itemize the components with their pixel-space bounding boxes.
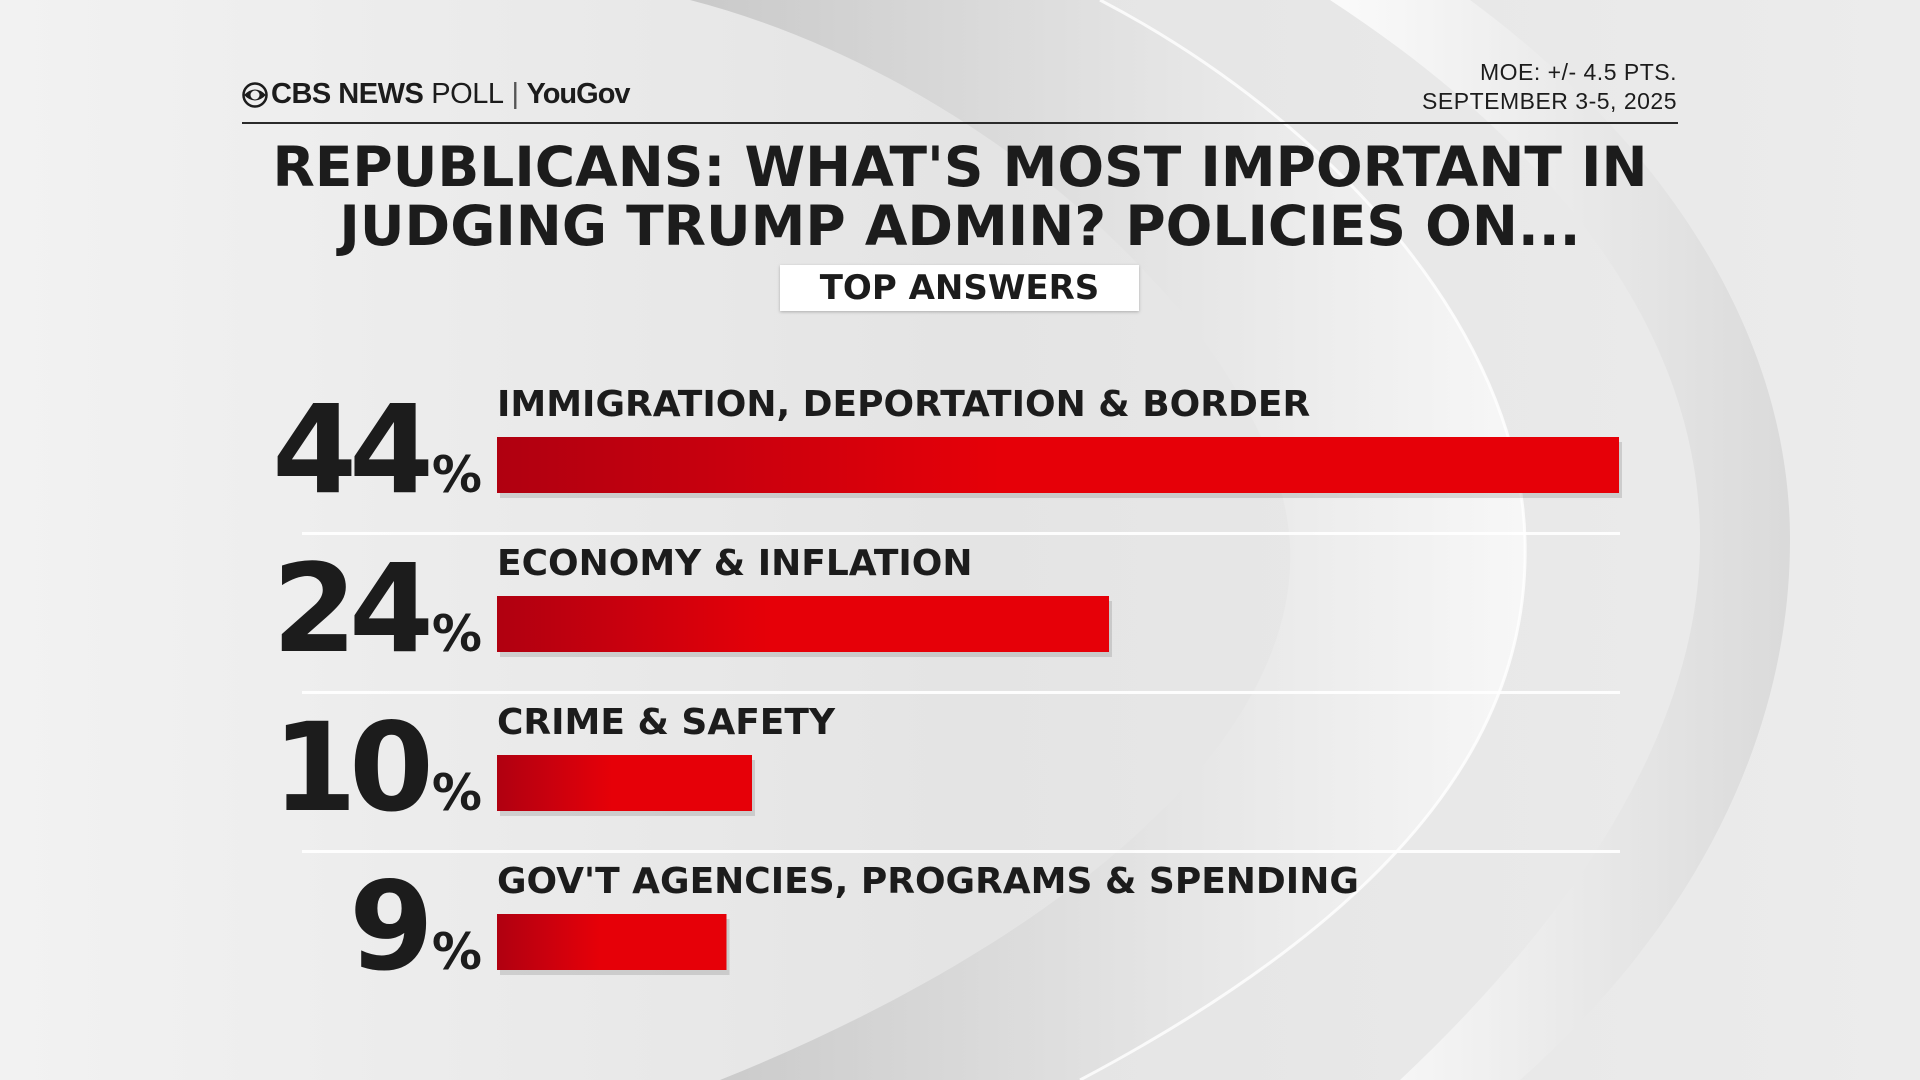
value-label: 9% (349, 856, 482, 998)
poll-meta: MOE: +/- 4.5 PTS. SEPTEMBER 3-5, 2025 (1422, 58, 1677, 116)
chart-title-line-1: REPUBLICANS: WHAT'S MOST IMPORTANT IN (272, 135, 1648, 199)
bar (497, 914, 727, 970)
row-divider (302, 691, 1620, 694)
partner-name: YouGov (526, 78, 631, 110)
bar (497, 437, 1619, 493)
brand-name: CBS NEWS (271, 78, 424, 110)
poll-dates: SEPTEMBER 3-5, 2025 (1422, 88, 1677, 114)
value-label: 10% (272, 697, 482, 839)
value-label: 24% (272, 538, 482, 680)
row-divider (302, 850, 1620, 853)
value-label: 44% (272, 379, 482, 521)
chart-title: REPUBLICANS: WHAT'S MOST IMPORTANT IN JU… (160, 138, 1760, 256)
row-divider (302, 532, 1620, 535)
bar (497, 596, 1109, 652)
bar (497, 755, 752, 811)
cbs-eye-icon (242, 81, 268, 108)
brand-product: POLL (431, 78, 504, 110)
poll-brand-logo: CBS NEWS POLL | YouGov (242, 78, 631, 111)
chart-title-line-2: JUDGING TRUMP ADMIN? POLICIES ON... (339, 194, 1581, 258)
chart-subtitle: TOP ANSWERS (780, 265, 1139, 311)
category-label: IMMIGRATION, DEPORTATION & BORDER (497, 384, 1310, 425)
category-label: GOV'T AGENCIES, PROGRAMS & SPENDING (497, 861, 1359, 902)
header-divider (242, 122, 1678, 124)
category-label: ECONOMY & INFLATION (497, 543, 973, 584)
brand-separator: | (511, 78, 519, 110)
category-label: CRIME & SAFETY (497, 702, 836, 743)
margin-of-error: MOE: +/- 4.5 PTS. (1479, 59, 1677, 85)
